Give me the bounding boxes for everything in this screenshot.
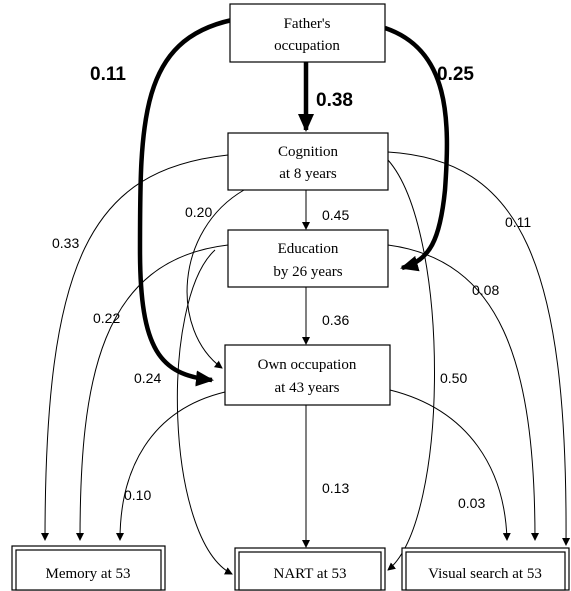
edge-label: 0.03	[458, 495, 485, 511]
edge-label: 0.36	[322, 312, 349, 328]
node-label: by 26 years	[273, 264, 342, 280]
arrow	[387, 159, 435, 571]
node-label: Father's	[284, 16, 331, 32]
arrow	[387, 151, 571, 546]
edge-label: 0.33	[52, 235, 79, 251]
node-label: at 8 years	[279, 166, 337, 182]
node-box	[15, 549, 162, 591]
edge-label: 0.11	[505, 214, 531, 230]
node-label: NART at 53	[274, 566, 347, 582]
node-label: Memory at 53	[46, 566, 131, 582]
edge-label: 0.10	[124, 487, 151, 503]
arrow	[389, 389, 511, 541]
node-label: at 43 years	[275, 380, 340, 396]
arrow	[41, 154, 229, 541]
node-box	[227, 229, 389, 288]
node-label: occupation	[274, 38, 340, 54]
node-box	[238, 551, 382, 591]
node-label: Education	[278, 241, 339, 257]
edge-label: 0.25	[437, 64, 474, 85]
nodes: Father's occupation Cognition at 8 years…	[11, 3, 570, 591]
edge-labels: 0.11 0.38 0.25 0.20 0.45 0.33 0.11 0.22 …	[52, 64, 531, 511]
node-label: Cognition	[278, 144, 339, 160]
edge-label: 0.38	[316, 90, 353, 111]
node-label: Visual search at 53	[428, 566, 542, 582]
arrow	[384, 25, 450, 272]
arrow	[116, 391, 226, 541]
edge-label: 0.50	[440, 370, 467, 386]
edge-label: 0.24	[134, 370, 161, 386]
edge-label: 0.20	[185, 204, 212, 220]
arrow	[137, 17, 233, 387]
edge-label: 0.08	[472, 282, 499, 298]
arrow	[76, 244, 229, 541]
arrow	[186, 189, 245, 369]
arrows	[41, 17, 571, 575]
node-box	[224, 344, 391, 406]
node-label: Own occupation	[258, 357, 357, 373]
edge-label: 0.45	[322, 207, 349, 223]
edge-label: 0.22	[93, 310, 120, 326]
node-box	[227, 132, 389, 191]
arrow	[387, 244, 539, 541]
node-box	[229, 3, 386, 63]
edge-label: 0.11	[90, 64, 126, 85]
node-box	[405, 551, 566, 591]
arrow	[176, 249, 233, 575]
edge-label: 0.13	[322, 480, 349, 496]
